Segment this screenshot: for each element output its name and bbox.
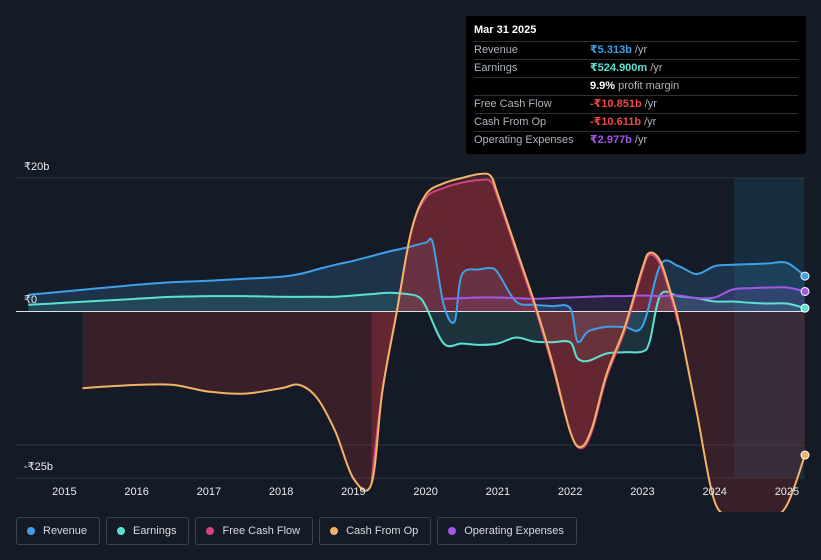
series-line-cash-from-op [82,172,806,512]
series-areas [28,173,806,512]
tooltip-row-unit: /yr [644,98,657,110]
legend-label: Operating Expenses [464,525,564,537]
legend-dot-icon [117,527,126,535]
series-area-cash-from-op [82,173,805,512]
x-tick-label: 2018 [269,486,293,498]
legend-item-cash-from-op[interactable]: Cash From Op [319,517,432,545]
legend: Revenue Earnings Free Cash Flow Cash From O… [16,517,577,545]
tooltip-row: Free Cash Flow -₹10.851b/yr [474,96,798,114]
tooltip-row-unit: /yr [644,116,657,128]
tooltip-row-label: Revenue [474,44,519,56]
series-line-revenue [28,237,806,344]
legend-dot-icon [206,527,215,535]
tooltip-row-unit: /yr [634,44,648,56]
tooltip-row-unit: /yr [650,62,663,74]
data-tooltip: Mar 31 2025 Revenue ₹5.313b/yr Earnings ₹52… [466,16,806,154]
y-axis-label-top: ₹20b [24,161,50,173]
tooltip-row-label: Operating Expenses [474,134,574,146]
legend-item-revenue[interactable]: Revenue [16,517,101,545]
x-axis-ticks: 2015 2016 2017 2018 2019 2020 2021 2022 2023 2024… [52,486,799,498]
y-axis-label-zero: ₹0 [24,294,38,306]
series-lines [28,172,806,512]
tooltip-row-value: ₹524.900m [590,62,648,74]
series-endpoint-cash-from-op [800,450,810,460]
y-axis-label-bottom: -₹25b [24,461,54,473]
tooltip-row: 9.9% profit margin [474,78,798,96]
series-area-earnings [28,291,806,362]
legend-item-operating-expenses[interactable]: Operating Expenses [437,517,577,545]
series-endpoint-earnings [800,303,810,313]
tooltip-row: Earnings ₹524.900m/yr [474,60,798,78]
x-tick-label: 2017 [197,486,221,498]
legend-dot-icon [448,527,457,535]
legend-label: Free Cash Flow [222,525,301,537]
x-tick-label: 2019 [341,486,365,498]
forecast-highlight [734,178,804,478]
x-tick-label: 2021 [486,486,510,498]
tooltip-row-value: -₹10.611b [590,116,642,128]
legend-label: Cash From Op [346,525,419,537]
series-endpoint-revenue [800,271,810,281]
x-tick-label: 2015 [52,486,76,498]
tooltip-row-label: Cash From Op [474,116,547,128]
legend-item-earnings[interactable]: Earnings [106,517,190,545]
x-tick-label: 2023 [630,486,654,498]
series-line-operating-expenses [443,286,806,300]
tooltip-row: Revenue ₹5.313b/yr [474,42,798,60]
x-tick-label: 2020 [413,486,437,498]
tooltip-row-unit: profit margin [618,80,680,92]
legend-dot-icon [27,527,35,535]
x-tick-label: 2025 [775,486,799,498]
tooltip-row: Operating Expenses ₹2.977b/yr [474,132,798,149]
tooltip-row-label [474,78,590,95]
tooltip-row-unit: /yr [634,134,648,146]
tooltip-row: Cash From Op -₹10.611b/yr [474,114,798,132]
x-tick-label: 2022 [558,486,582,498]
tooltip-row-value: -₹10.851b [590,98,642,110]
tooltip-row-value: 9.9% [590,80,616,92]
series-area-free-cash-flow [371,179,679,482]
legend-dot-icon [330,527,339,535]
tooltip-row-label: Free Cash Flow [474,98,552,110]
legend-label: Earnings [133,525,177,537]
tooltip-date: Mar 31 2025 [474,23,798,42]
series-area-revenue [28,238,806,343]
tooltip-row-value: ₹2.977b [590,134,632,146]
x-tick-label: 2016 [124,486,148,498]
x-tick-label: 2024 [702,486,726,498]
tooltip-rows: Revenue ₹5.313b/yr Earnings ₹524.900m/yr 9.9… [474,42,798,149]
series-endpoints [800,271,810,460]
legend-item-free-cash-flow[interactable]: Free Cash Flow [195,517,314,545]
legend-label: Revenue [43,525,88,537]
series-endpoint-operating-expenses [800,286,810,296]
tooltip-row-value: ₹5.313b [590,44,632,56]
chart-canvas: 2015 2016 2017 2018 2019 2020 2021 2022 2023 2024… [16,172,810,512]
tooltip-row-label: Earnings [474,62,518,74]
